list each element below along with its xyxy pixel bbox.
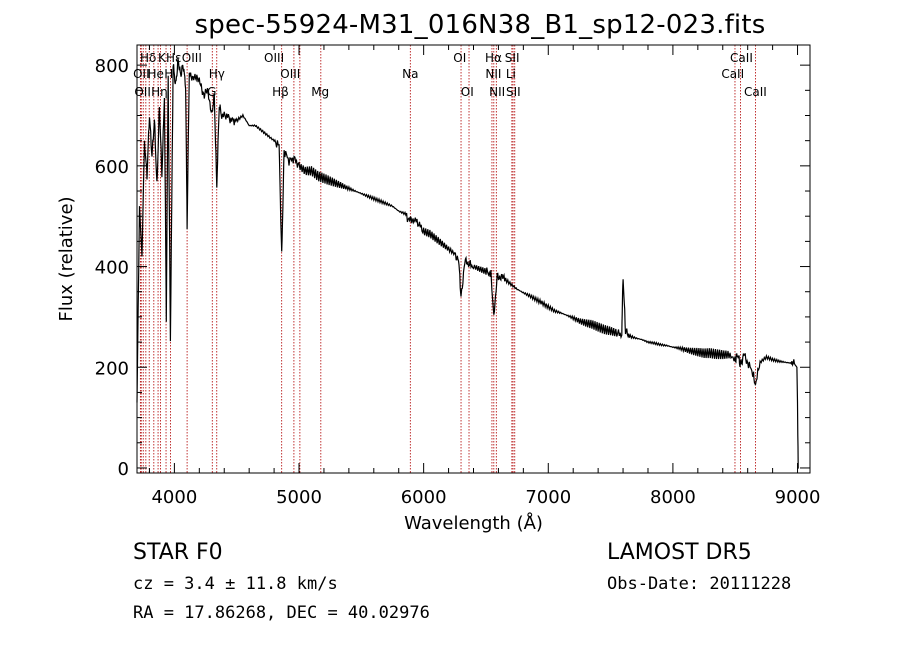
line-label: H xyxy=(164,67,173,81)
line-label: NII xyxy=(485,67,501,81)
line-label: OIII xyxy=(264,51,284,65)
y-tick-label: 0 xyxy=(118,459,129,480)
object-class: STAR F0 xyxy=(133,540,223,565)
y-tick-label: 800 xyxy=(95,56,129,77)
y-tick-label: 200 xyxy=(95,358,129,379)
line-label: Li xyxy=(506,67,516,81)
line-label: Hγ xyxy=(209,67,225,81)
line-label: He xyxy=(147,67,163,81)
line-label: OIII xyxy=(280,67,300,81)
line-label: G xyxy=(207,85,216,99)
x-tick-label: 6000 xyxy=(401,487,447,508)
line-label: CaII xyxy=(744,85,767,99)
line-label: Mg xyxy=(311,85,329,99)
line-label: Na xyxy=(402,67,418,81)
y-axis-label: Flux (relative) xyxy=(56,196,77,321)
line-label: CaII xyxy=(730,51,753,65)
x-tick-label: 5000 xyxy=(276,487,322,508)
y-tick-label: 600 xyxy=(95,157,129,178)
line-label: OI xyxy=(453,51,466,65)
x-axis-label: Wavelength (Å) xyxy=(404,512,543,534)
x-tick-label: 8000 xyxy=(650,487,696,508)
line-label: NII xyxy=(489,85,505,99)
line-label: Hε xyxy=(166,51,182,65)
line-label: OIII xyxy=(182,51,202,65)
line-label: SII xyxy=(505,51,520,65)
x-tick-label: 9000 xyxy=(775,487,821,508)
line-label: OII xyxy=(134,85,151,99)
line-label: Hδ xyxy=(140,51,156,65)
line-label: Hα xyxy=(485,51,502,65)
y-tick-label: 400 xyxy=(95,258,129,279)
line-label: CaII xyxy=(721,67,744,81)
x-tick-label: 4000 xyxy=(151,487,197,508)
line-label: K xyxy=(158,51,167,65)
coordinates: RA = 17.86268, DEC = 40.02976 xyxy=(133,603,430,623)
redshift-text: cz = 3.4 ± 11.8 km/s xyxy=(133,574,338,594)
line-label: Hη xyxy=(151,85,168,99)
line-label: OII xyxy=(133,67,150,81)
survey-name: LAMOST DR5 xyxy=(607,540,752,565)
line-label: OI xyxy=(461,85,474,99)
x-tick-label: 7000 xyxy=(525,487,571,508)
line-label: SII xyxy=(506,85,521,99)
obs-date: Obs-Date: 20111228 xyxy=(607,574,792,594)
chart-title: spec-55924-M31_016N38_B1_sp12-023.fits xyxy=(194,10,766,40)
spectrum-line xyxy=(136,57,799,469)
axis-ticks: 4000 5000 6000 7000 8000 9000 0 200 400 600 800 xyxy=(95,45,821,508)
spectral-line-markers xyxy=(139,45,756,473)
line-label: Hβ xyxy=(272,85,289,99)
plot-frame xyxy=(136,44,811,474)
